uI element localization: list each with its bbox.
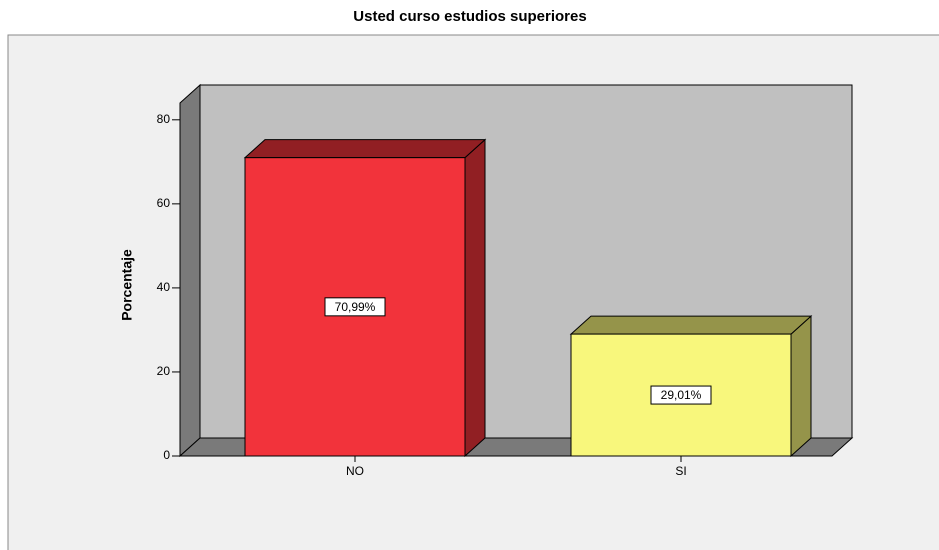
bar-side — [790, 314, 812, 458]
value-label: 29,01% — [661, 388, 702, 402]
left-wall — [179, 83, 201, 458]
value-label-box — [650, 385, 712, 405]
y-axis-label: Porcentaje — [119, 249, 135, 321]
value-label-box — [324, 297, 386, 317]
x-tick-label: NO — [346, 464, 364, 478]
y-tick-label: 40 — [157, 280, 171, 294]
bar-top — [569, 315, 813, 335]
chart-title: Usted curso estudios superiores — [353, 8, 586, 25]
bar-side — [464, 138, 486, 458]
y-tick-label: 80 — [157, 112, 171, 126]
y-tick-label: 0 — [163, 448, 170, 462]
value-label: 70,99% — [335, 300, 376, 314]
x-tick-label: SI — [675, 464, 686, 478]
y-tick-label: 60 — [157, 196, 171, 210]
y-tick-label: 20 — [157, 364, 171, 378]
bar-top — [243, 139, 487, 159]
